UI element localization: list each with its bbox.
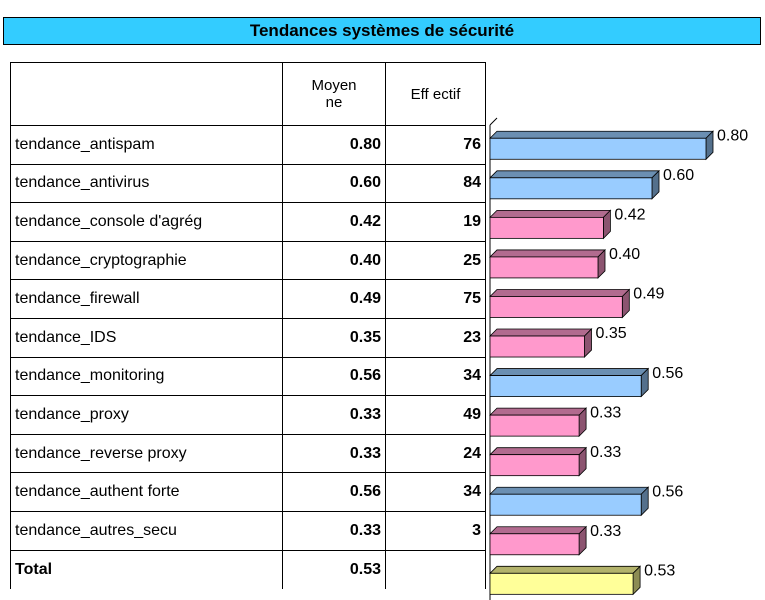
row-label: tendance_cryptographie: [10, 240, 283, 281]
row: tendance_authent forte 0.56 34: [10, 472, 486, 512]
mean-cell: 0.40: [282, 240, 386, 281]
bar-top: [489, 447, 588, 456]
header-row: Moyenne Eff ectif: [10, 62, 486, 126]
bar-label: 0.35: [596, 325, 627, 342]
bar-top: [489, 486, 650, 495]
bar: [489, 216, 604, 239]
row-label: tendance_authent forte: [10, 472, 283, 512]
row-label: tendance_console d'agrég: [10, 202, 283, 242]
mean-cell: 0.33: [282, 433, 386, 474]
row-label: Total: [10, 549, 283, 589]
header-cell: [10, 62, 283, 126]
bar-top: [489, 289, 631, 297]
row: tendance_antivirus 0.60 84: [10, 163, 486, 204]
bar-top: [489, 209, 612, 218]
bar: [489, 493, 642, 516]
bar: [489, 533, 580, 556]
bar-label: 0.33: [590, 404, 621, 421]
mean-cell: 0.33: [282, 510, 386, 551]
bar-top: [489, 328, 593, 337]
bar-top: [489, 407, 588, 416]
bar: [489, 177, 653, 200]
row: tendance_console d'agrég 0.42 19: [10, 202, 486, 242]
header-cell: Moyenne: [282, 62, 386, 126]
count-cell: 34: [385, 356, 486, 397]
bar-label: 0.80: [717, 127, 748, 144]
count-cell: 49: [385, 395, 486, 435]
row-label: tendance_antivirus: [10, 163, 283, 204]
bar: [489, 296, 623, 318]
count-cell: 25: [385, 240, 486, 281]
title: Tendances systèmes de sécurité: [3, 17, 761, 45]
bar-top: [489, 526, 588, 535]
bar-top: [489, 170, 660, 179]
row-label: tendance_firewall: [10, 279, 283, 319]
bar: [489, 572, 634, 595]
bar: [489, 454, 580, 477]
mean-cell: 0.35: [282, 317, 386, 358]
count-cell: 84: [385, 163, 486, 204]
bar-label: 0.42: [614, 207, 645, 224]
row-label: tendance_antispam: [10, 125, 283, 165]
count-cell: 19: [385, 202, 486, 242]
count-cell: 76: [385, 125, 486, 165]
table: Moyenne Eff ectif tendance_antispam 0.80 7…: [10, 62, 486, 589]
row: tendance_firewall 0.49 75: [10, 279, 486, 319]
bar-top: [489, 368, 650, 376]
mean-cell: 0.42: [282, 202, 386, 242]
row-label: tendance_reverse proxy: [10, 433, 283, 474]
bar-label: 0.33: [590, 444, 621, 461]
axis-line: [489, 117, 498, 126]
bar-top: [489, 130, 714, 139]
row: tendance_antispam 0.80 76: [10, 125, 486, 165]
header-cell: Eff ectif: [385, 62, 486, 126]
mean-cell: 0.56: [282, 472, 386, 512]
total-row: Total 0.53: [10, 549, 486, 589]
bar-label: 0.53: [644, 563, 675, 580]
mean-cell: 0.60: [282, 163, 386, 204]
mean-cell: 0.53: [282, 549, 386, 589]
row: tendance_IDS 0.35 23: [10, 317, 486, 358]
bar-top: [489, 565, 642, 574]
bar: [489, 256, 599, 279]
bar: [489, 375, 642, 397]
row: tendance_monitoring 0.56 34: [10, 356, 486, 397]
count-cell: 24: [385, 433, 486, 474]
count-cell: 3: [385, 510, 486, 551]
row: tendance_cryptographie 0.40 25: [10, 240, 486, 281]
row: tendance_reverse proxy 0.33 24: [10, 433, 486, 474]
bar-label: 0.60: [663, 167, 694, 184]
bar-label: 0.56: [652, 365, 683, 382]
bar: [489, 414, 580, 437]
row-label: tendance_proxy: [10, 395, 283, 435]
bar: [489, 335, 585, 358]
mean-cell: 0.33: [282, 395, 386, 435]
bar-label: 0.33: [590, 523, 621, 540]
bar-label: 0.49: [633, 286, 664, 303]
row: tendance_proxy 0.33 49: [10, 395, 486, 435]
count-cell: [385, 549, 486, 589]
row: tendance_autres_secu 0.33 3: [10, 510, 486, 551]
row-label: tendance_autres_secu: [10, 510, 283, 551]
bar: [489, 137, 707, 160]
bar-label: 0.40: [609, 246, 640, 263]
bar-label: 0.56: [652, 483, 683, 500]
row-label: tendance_IDS: [10, 317, 283, 358]
bar-top: [489, 249, 606, 258]
